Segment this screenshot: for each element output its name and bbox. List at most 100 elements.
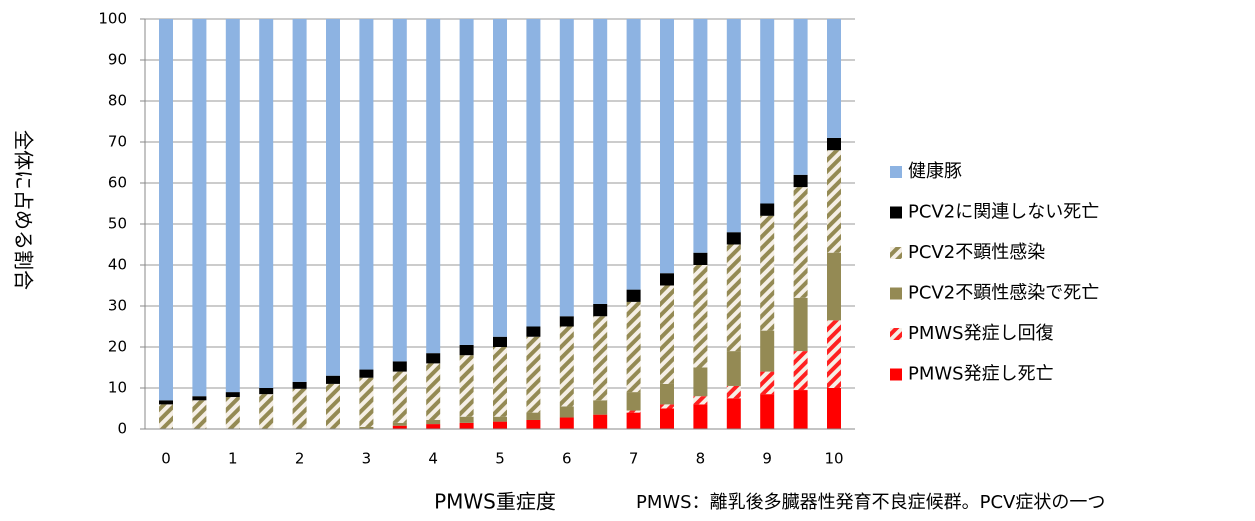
bar-segment <box>726 19 741 233</box>
bar-segment <box>359 377 374 427</box>
bar-segment <box>526 412 541 420</box>
bar-segment <box>626 19 641 290</box>
bar-segment <box>827 388 841 429</box>
bar-segment <box>426 419 441 425</box>
y-tick-label: 100 <box>98 10 127 28</box>
bar-segment <box>326 375 340 384</box>
bar-segment <box>392 425 407 429</box>
bar-segment <box>660 285 674 384</box>
bar-segment <box>459 416 474 423</box>
bar-segment <box>693 367 708 397</box>
bar-segment <box>426 363 441 420</box>
y-tick-label: 30 <box>108 297 127 315</box>
x-tick-label: 2 <box>295 450 305 468</box>
y-tick-label: 90 <box>108 51 127 69</box>
bar-segment <box>559 316 574 327</box>
bar-segment <box>192 19 207 397</box>
bar-segment <box>526 419 541 429</box>
bar-segment <box>359 426 374 429</box>
bar-segment <box>760 203 775 216</box>
bar-segment <box>726 398 741 429</box>
y-tick-label: 70 <box>108 133 127 151</box>
bar-segment <box>526 336 541 413</box>
y-tick-label: 50 <box>108 215 127 233</box>
y-tick-label: 80 <box>108 92 127 110</box>
bar-segment <box>292 388 307 429</box>
y-axis-label: 全体に占める割合 <box>12 130 36 290</box>
legend-label: PCV2に関連しない死亡 <box>908 202 1099 223</box>
bar-segment <box>827 150 841 253</box>
bar-segment <box>459 344 474 356</box>
bar-segment <box>760 330 775 372</box>
bar-segment <box>593 19 608 304</box>
bar-segment <box>793 174 808 188</box>
bar-segment <box>726 232 741 245</box>
bar-segment <box>593 316 608 401</box>
bar-segment <box>593 303 608 317</box>
bar-segment <box>693 19 708 253</box>
bar-segment <box>192 400 207 429</box>
bar-segment <box>827 19 841 138</box>
bar-segment <box>259 394 274 429</box>
y-tick-label: 10 <box>108 379 127 397</box>
y-tick-label: 0 <box>117 420 127 438</box>
bar-segment <box>760 371 775 395</box>
bar-segment <box>726 385 741 399</box>
bar-segment <box>760 394 775 429</box>
bar-segment <box>225 19 240 393</box>
bar-segment <box>459 422 474 429</box>
bar-segment <box>593 400 608 415</box>
bar-segment <box>827 137 841 151</box>
bar-segment <box>292 381 307 389</box>
bar-segment <box>326 383 340 429</box>
bar-segment <box>793 187 808 298</box>
bar-segment <box>660 404 674 409</box>
legend-swatch <box>890 328 902 340</box>
bar-segment <box>660 273 674 286</box>
bar-segment <box>426 424 441 429</box>
bar-segment <box>626 301 641 393</box>
bar-segment <box>760 19 775 204</box>
note: PMWS：離乳後多臓器性発育不良症候群。PCV症状の一つ <box>636 492 1105 513</box>
bar-segment <box>392 19 407 362</box>
bar-segment <box>626 289 641 302</box>
legend-swatch <box>890 206 902 219</box>
bar-segment <box>259 19 274 388</box>
x-tick-label: 8 <box>696 450 706 468</box>
bar-segment <box>392 371 407 423</box>
bar-segment <box>459 355 474 417</box>
bar-segment <box>559 19 574 317</box>
bar-segment <box>493 19 507 337</box>
bar-segment <box>359 19 374 370</box>
bar-segment <box>526 326 541 337</box>
bar-segment <box>693 396 708 405</box>
bar-segment <box>793 351 808 391</box>
x-tick-label: 0 <box>161 450 171 468</box>
x-axis-label: PMWS重症度 <box>434 490 556 514</box>
bar-segment <box>593 414 608 429</box>
bar-segment <box>559 406 574 418</box>
x-tick-label: 4 <box>428 450 438 468</box>
bar-segment <box>760 215 775 331</box>
bar-segment <box>159 400 173 405</box>
bar-segment <box>660 19 674 274</box>
bar-segment <box>793 19 808 175</box>
bar-segment <box>392 361 407 372</box>
bar-segment <box>225 397 240 429</box>
bar-segment <box>159 19 173 401</box>
bar-segment <box>259 388 274 395</box>
y-tick-label: 60 <box>108 174 127 192</box>
bar-segment <box>459 19 474 345</box>
bar-segment <box>493 416 507 422</box>
bar-segment <box>726 244 741 352</box>
legend-label: PCV2不顕性感染 <box>908 242 1045 263</box>
bar-segment <box>827 252 841 321</box>
bar-segment <box>793 390 808 429</box>
bar-segment <box>559 417 574 429</box>
bar-segment <box>626 410 641 413</box>
bar-segment <box>392 422 407 426</box>
legend-label: PMWS発症し死亡 <box>908 364 1054 385</box>
bar-segment <box>493 347 507 417</box>
x-tick-label: 9 <box>762 450 772 468</box>
